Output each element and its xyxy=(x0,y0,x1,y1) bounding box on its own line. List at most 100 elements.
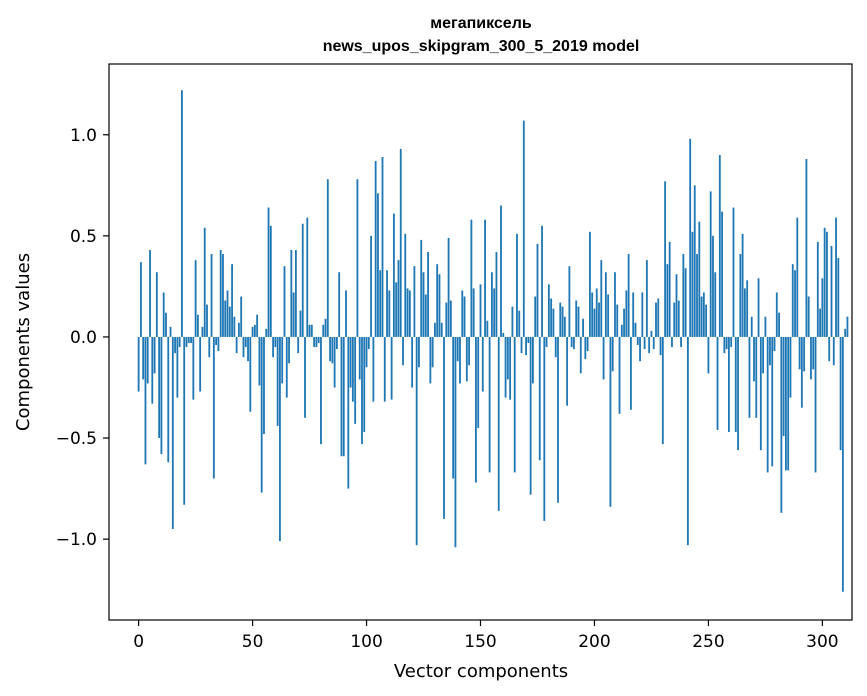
bar xyxy=(527,336,530,344)
bar xyxy=(231,264,233,337)
bar xyxy=(149,250,151,337)
bar xyxy=(146,336,149,384)
bar xyxy=(429,336,432,384)
bar xyxy=(645,260,648,337)
bar xyxy=(506,336,509,380)
bar xyxy=(304,336,306,418)
bar xyxy=(741,233,744,337)
bar xyxy=(276,336,279,426)
bar xyxy=(641,292,644,337)
bar xyxy=(358,336,361,380)
bar xyxy=(748,336,751,418)
bar xyxy=(516,233,518,337)
bar xyxy=(552,308,555,337)
bar xyxy=(470,219,473,337)
bar xyxy=(176,336,179,398)
bar xyxy=(648,336,651,354)
bar xyxy=(481,336,484,392)
bar xyxy=(712,235,714,337)
x-tick-label: 150 xyxy=(464,632,496,652)
bar xyxy=(299,310,302,337)
chart-title: мегапиксель xyxy=(430,15,532,32)
bar xyxy=(452,336,455,479)
bar xyxy=(677,300,680,337)
bar xyxy=(595,288,598,337)
x-tick-label: 100 xyxy=(350,632,382,652)
bar xyxy=(142,336,145,380)
bar xyxy=(600,260,603,337)
bar xyxy=(210,254,213,337)
bar xyxy=(443,336,445,519)
bar xyxy=(308,324,311,337)
bar xyxy=(643,336,646,350)
bar xyxy=(529,336,532,495)
bar xyxy=(322,324,325,337)
bar xyxy=(320,336,322,445)
bar xyxy=(502,332,505,337)
bar xyxy=(661,336,664,445)
bar xyxy=(718,154,721,337)
bar xyxy=(614,272,616,337)
bar xyxy=(238,322,240,337)
bar xyxy=(422,272,425,337)
bar xyxy=(739,254,742,337)
bar xyxy=(137,336,140,392)
bar xyxy=(347,336,350,489)
bar xyxy=(436,264,439,337)
bar xyxy=(534,296,537,337)
bar xyxy=(493,288,496,337)
bar xyxy=(365,336,368,368)
bar xyxy=(782,336,785,437)
bar xyxy=(477,336,480,428)
bars-group xyxy=(137,90,849,592)
bar xyxy=(563,316,566,337)
bar xyxy=(171,336,174,530)
bar xyxy=(696,254,698,337)
bar xyxy=(680,336,682,348)
bar xyxy=(543,336,546,521)
bar xyxy=(349,336,352,388)
bar xyxy=(830,245,833,337)
bar xyxy=(374,161,377,337)
bar xyxy=(570,336,573,348)
bar xyxy=(504,336,507,398)
bar xyxy=(497,336,500,511)
bar xyxy=(602,336,605,380)
y-tick-label: −1.0 xyxy=(56,530,97,550)
bar xyxy=(791,264,794,337)
bar xyxy=(356,179,359,337)
bar xyxy=(260,336,263,493)
bar xyxy=(698,221,701,337)
bar xyxy=(265,328,268,337)
bar xyxy=(841,336,844,592)
bar xyxy=(520,336,523,354)
bar xyxy=(354,336,357,424)
bar xyxy=(386,270,388,337)
bar xyxy=(340,336,343,457)
plot-area-frame xyxy=(108,63,853,621)
bar xyxy=(844,328,847,337)
bar xyxy=(511,306,514,337)
bar xyxy=(803,336,806,372)
bar xyxy=(413,266,416,337)
bar xyxy=(689,138,692,337)
bar xyxy=(682,254,685,337)
bar xyxy=(588,231,591,337)
bar xyxy=(361,336,363,445)
bar xyxy=(402,336,404,366)
bar xyxy=(160,336,163,455)
bar xyxy=(283,266,286,337)
bar xyxy=(475,336,477,483)
bar xyxy=(566,336,569,406)
bar xyxy=(723,336,726,354)
y-tick-label: 0.5 xyxy=(70,227,97,247)
bar xyxy=(404,233,407,337)
bar xyxy=(140,262,142,337)
bar xyxy=(812,336,815,370)
bar xyxy=(427,252,429,337)
bar xyxy=(431,336,434,368)
bar xyxy=(310,324,313,337)
bar xyxy=(217,336,220,352)
bar xyxy=(547,284,550,337)
